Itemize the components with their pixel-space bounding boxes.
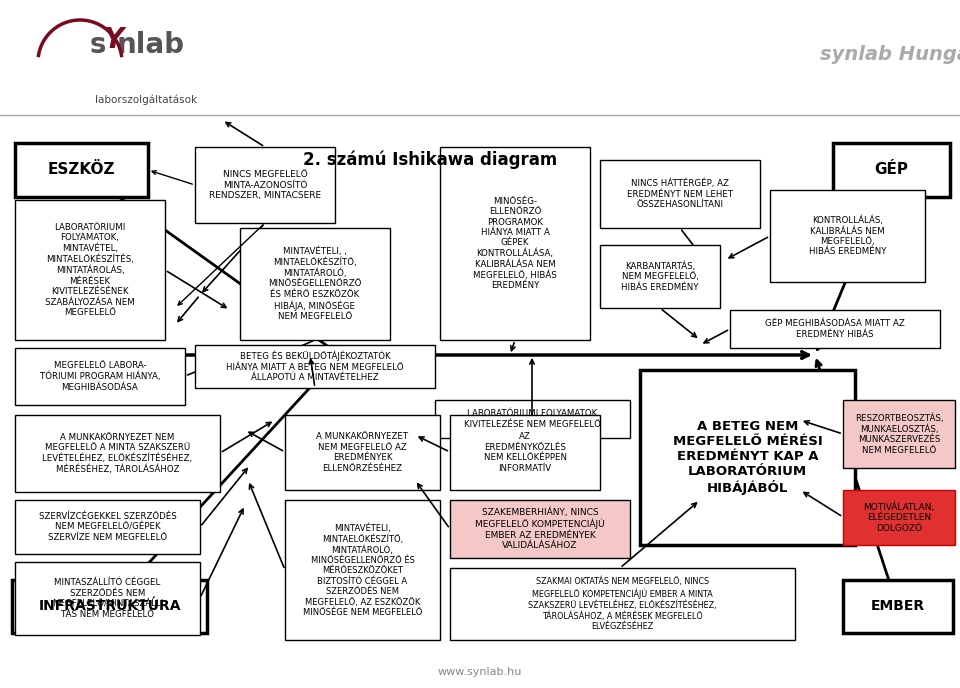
Text: LABORATÓRIUMI
FOLYAMATOK,
MINTAVÉTEL,
MINTAELŐKÉSZÍTÉS,
MINTATÁROLÁS,
MÉRÉSEK
KI: LABORATÓRIUMI FOLYAMATOK, MINTAVÉTEL, MI… xyxy=(45,223,134,317)
Bar xyxy=(240,228,390,340)
Text: LABORATÓRIUMI FOLYAMATOK
KIVITELEZÉSE NEM MEGFELELŐ: LABORATÓRIUMI FOLYAMATOK KIVITELEZÉSE NE… xyxy=(464,409,601,429)
Bar xyxy=(600,245,720,308)
Bar xyxy=(730,310,940,348)
Bar xyxy=(195,345,435,388)
Text: EMBER: EMBER xyxy=(871,599,925,614)
Text: laborszolgáltatások: laborszolgáltatások xyxy=(95,95,197,105)
Bar xyxy=(770,190,925,282)
Text: A BETEG NEM
MEGFELELŐ MÉRÉSI
EREDMÉNYT KAP A
LABORATÓRIUM
HIBÁJÁBÓL: A BETEG NEM MEGFELELŐ MÉRÉSI EREDMÉNYT K… xyxy=(673,420,823,495)
Text: KARBANTARTÁS,
NEM MEGFELELŐ,
HIBÁS EREDMÉNY: KARBANTARTÁS, NEM MEGFELELŐ, HIBÁS EREDM… xyxy=(621,261,699,292)
Text: INFRASTRUKTÚRA: INFRASTRUKTÚRA xyxy=(38,599,180,614)
Bar xyxy=(15,415,220,492)
Bar xyxy=(450,568,795,640)
Bar xyxy=(843,490,955,545)
Bar xyxy=(450,415,600,490)
Bar xyxy=(843,400,955,468)
Bar xyxy=(833,143,950,197)
Text: RESZORTBEOSZTÁS,
MUNKAELOSZTÁS,
MUNKASZERVEZÉS
NEM MEGFELELŐ: RESZORTBEOSZTÁS, MUNKAELOSZTÁS, MUNKASZE… xyxy=(854,413,944,455)
Bar xyxy=(15,348,185,405)
Bar xyxy=(15,500,200,554)
Text: nlab: nlab xyxy=(117,31,185,59)
Bar xyxy=(440,147,590,340)
Text: s: s xyxy=(90,31,107,59)
Text: MEGFELELŐ LABORA-
TÓRIUMI PROGRAM HIÁNYA,
MEGHIBÁSODÁSA: MEGFELELŐ LABORA- TÓRIUMI PROGRAM HIÁNYA… xyxy=(39,361,160,391)
Text: AZ
EREDMÉNYKÖZLÉS
NEM KELLŐKÉPPEN
INFORMATÍV: AZ EREDMÉNYKÖZLÉS NEM KELLŐKÉPPEN INFORM… xyxy=(484,432,566,473)
Text: MOTIVÁLATLAN,
ELÉGEDETLEN
DOLGOZÓ: MOTIVÁLATLAN, ELÉGEDETLEN DOLGOZÓ xyxy=(863,502,935,533)
Text: MINTAVÉTELI,
MINTAELŐKÉSZÍTŐ,
MINTATÁROLÓ,
MINŐSÉGELLENŐRZŐ ÉS
MÉRŐESZKÖZÖKET
BI: MINTAVÉTELI, MINTAELŐKÉSZÍTŐ, MINTATÁROL… xyxy=(302,523,422,617)
Bar xyxy=(640,370,855,545)
Text: MINTAVÉTELI, ,
MINTAELŐKÉSZÍTŐ,
MINTATÁROLÓ,
MINŐSÉGELLENŐRZŐ
ÉS MÉRŐ ESZKÖZÖK
H: MINTAVÉTELI, , MINTAELŐKÉSZÍTŐ, MINTATÁR… xyxy=(268,246,362,321)
Text: NINCS HÁTTÉRGÉP, AZ
EREDMÉNYT NEM LEHET
ÖSSZEHASONLÍTANI: NINCS HÁTTÉRGÉP, AZ EREDMÉNYT NEM LEHET … xyxy=(627,179,733,209)
Bar xyxy=(600,160,760,228)
Bar xyxy=(12,580,207,633)
Text: BETEG ÉS BEKÜLDŐTÁJÉKOZTATÓK
HIÁNYA MIATT A BETEG NEM MEGFELELŐ
ÁLLAPOTÚ A MINTA: BETEG ÉS BEKÜLDŐTÁJÉKOZTATÓK HIÁNYA MIAT… xyxy=(227,351,404,382)
Text: GÉP MEGHIBÁSODÁSA MIATT AZ
EREDMÉNY HIBÁS: GÉP MEGHIBÁSODÁSA MIATT AZ EREDMÉNY HIBÁ… xyxy=(765,319,905,338)
Text: MINTASZÁLLÍTÓ CÉGGEL
SZERZŐDÉS NEM
MEGFELELŐ/MINTASZÁLLI
TÁS NEM MEGFELELŐ: MINTASZÁLLÍTÓ CÉGGEL SZERZŐDÉS NEM MEGFE… xyxy=(52,579,163,619)
Bar xyxy=(195,147,335,223)
Text: SZAKMAI OKTATÁS NEM MEGFELELŐ, NINCS
MEGFELELŐ KOMPETENCIÁJÚ EMBER A MINTA
SZAKS: SZAKMAI OKTATÁS NEM MEGFELELŐ, NINCS MEG… xyxy=(528,577,717,631)
Bar xyxy=(15,143,148,197)
Text: www.synlab.hu: www.synlab.hu xyxy=(438,667,522,677)
Text: synlab Hungary Kft.: synlab Hungary Kft. xyxy=(820,45,960,65)
Text: 2. számú Ishikawa diagram: 2. számú Ishikawa diagram xyxy=(302,151,557,169)
Bar xyxy=(285,415,440,490)
Bar xyxy=(450,500,630,558)
Bar xyxy=(15,200,165,340)
Text: NINCS MEGFELELŐ
MINTA-AZONOSÍTÓ
RENDSZER, MINTACSERE: NINCS MEGFELELŐ MINTA-AZONOSÍTÓ RENDSZER… xyxy=(209,170,321,200)
Bar xyxy=(285,500,440,640)
Text: A MUNKAKÖRNYEZET
NEM MEGFELELŐ AZ
EREDMÉNYEK
ELLENŐRZÉSÉHEZ: A MUNKAKÖRNYEZET NEM MEGFELELŐ AZ EREDMÉ… xyxy=(317,432,409,473)
Text: SZAKEMBERHIÁNY, NINCS
MEGFELELŐ KOMPETENCIÁJÚ
EMBER AZ EREDMÉNYEK
VALIDÁLÁSÁHOZ: SZAKEMBERHIÁNY, NINCS MEGFELELŐ KOMPETEN… xyxy=(475,508,605,550)
Text: SZERVÍZCÉGEKKEL SZERZŐDÉS
NEM MEGFELELŐ/GÉPEK
SZERVÍZE NEM MEGFELELŐ: SZERVÍZCÉGEKKEL SZERZŐDÉS NEM MEGFELELŐ/… xyxy=(38,512,177,542)
Bar xyxy=(843,580,953,633)
Bar xyxy=(435,400,630,438)
Text: Y: Y xyxy=(103,26,123,54)
Text: A MUNKAKÖRNYEZET NEM
MEGFELELŐ A MINTA SZAKSZERŰ
LEVÉTELÉHEZ, ELŐKÉSZÍTÉSÉHEZ,
M: A MUNKAKÖRNYEZET NEM MEGFELELŐ A MINTA S… xyxy=(42,433,193,474)
Text: KONTROLLÁLÁS,
KALIBRÁLÁS NEM
MEGFELELŐ,
HIBÁS EREDMÉNY: KONTROLLÁLÁS, KALIBRÁLÁS NEM MEGFELELŐ, … xyxy=(808,215,886,257)
Text: GÉP: GÉP xyxy=(875,162,908,178)
Text: ESZKÖZ: ESZKÖZ xyxy=(48,162,115,178)
Text: MINŐSÉG-
ELLENŐRZŐ
PROGRAMOK
HIÁNYA MIATT A
GÉPEK
KONTROLLÁLÁSA,
KALIBRÁLÁSA NEM: MINŐSÉG- ELLENŐRZŐ PROGRAMOK HIÁNYA MIAT… xyxy=(473,197,557,290)
Bar xyxy=(15,562,200,635)
